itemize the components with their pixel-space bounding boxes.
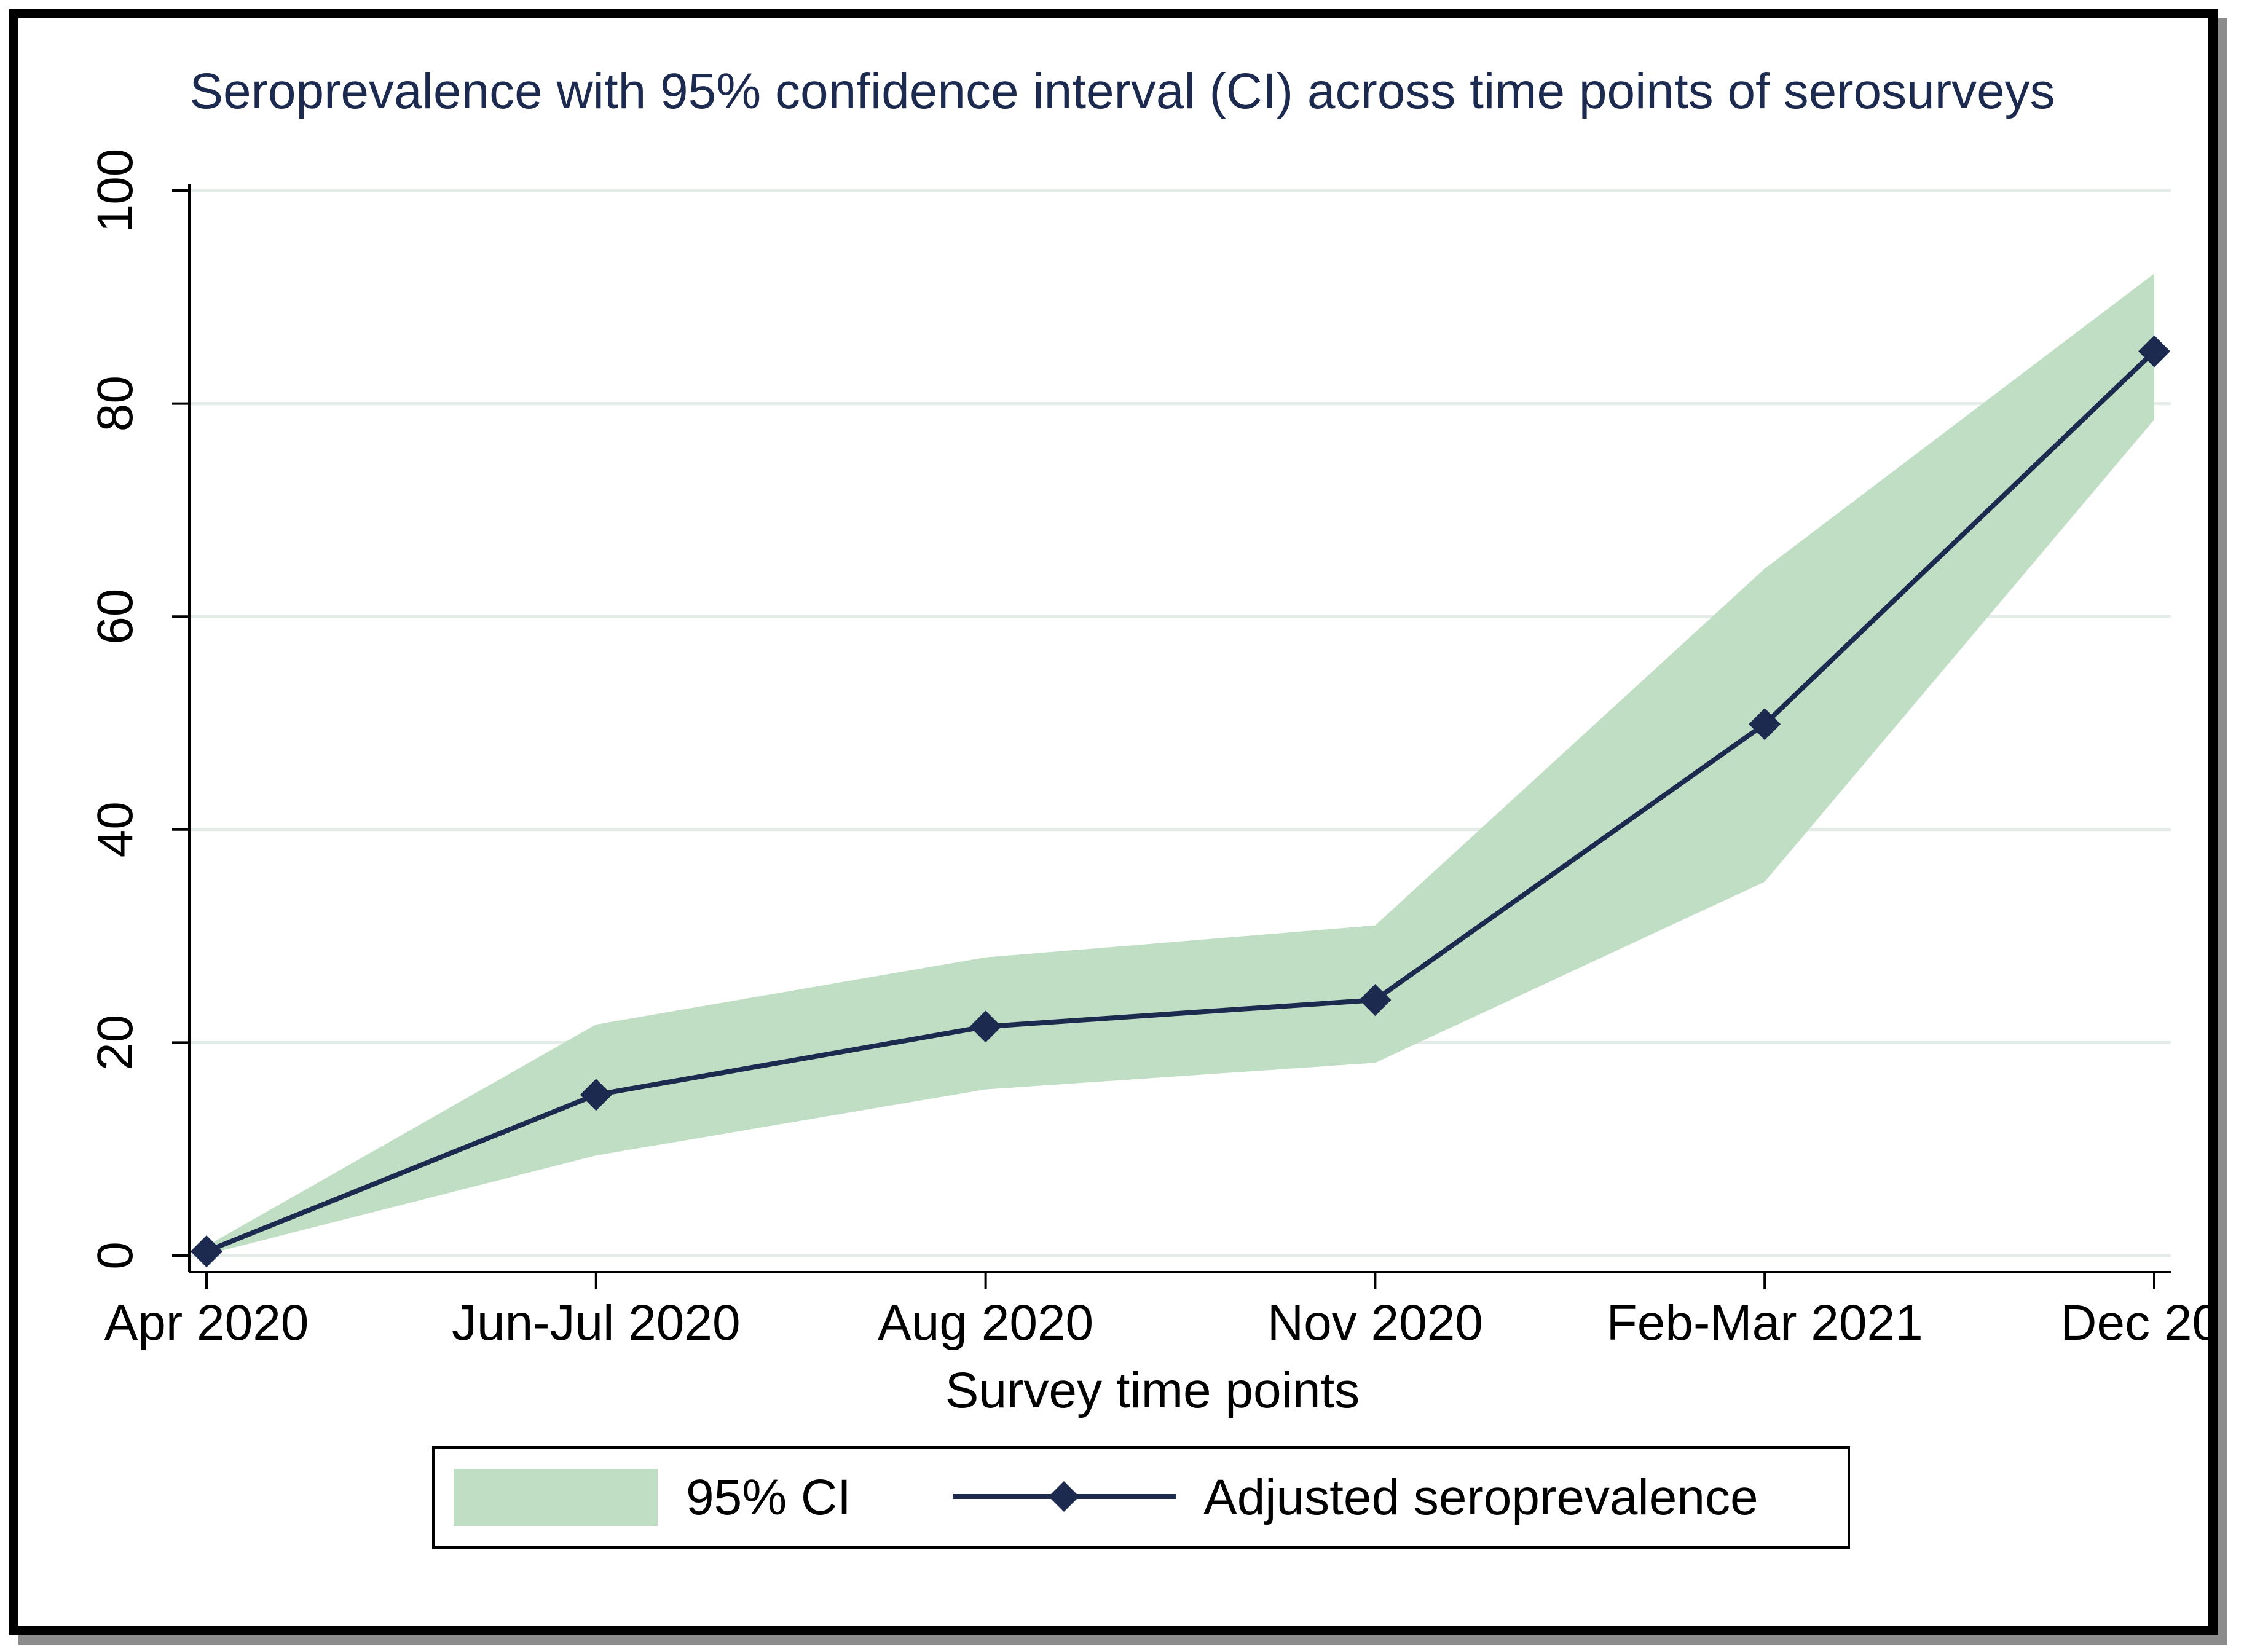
x-tick-label: Dec 202 bbox=[2060, 1295, 2208, 1351]
x-axis-label: Survey time points bbox=[945, 1363, 1360, 1418]
gridlines bbox=[189, 189, 2171, 1257]
data-point-marker bbox=[580, 1079, 612, 1111]
ci-band bbox=[207, 273, 2154, 1255]
x-tick-label: Apr 2020 bbox=[104, 1295, 309, 1351]
x-tick-label: Nov 2020 bbox=[1267, 1295, 1483, 1351]
legend: 95% CI Adjusted seroprevalence bbox=[432, 1446, 1850, 1549]
chart-frame: Seroprevalence with 95% confidence inter… bbox=[9, 9, 2218, 1635]
data-point-marker bbox=[2138, 335, 2170, 368]
x-tick-label: Jun-Jul 2020 bbox=[452, 1295, 741, 1351]
legend-swatch-marker bbox=[1049, 1481, 1079, 1512]
y-tick-label: 0 bbox=[87, 1241, 143, 1270]
series-line-adjusted-seroprevalence bbox=[205, 349, 2156, 1254]
y-tick-label: 60 bbox=[87, 589, 143, 645]
y-tick-label: 100 bbox=[87, 149, 143, 233]
y-tick-label: 20 bbox=[87, 1015, 143, 1071]
chart: Seroprevalence with 95% confidence inter… bbox=[87, 63, 2208, 1549]
legend-label-ci: 95% CI bbox=[686, 1469, 851, 1525]
x-tick-label: Aug 2020 bbox=[878, 1295, 1093, 1351]
chart-title: Seroprevalence with 95% confidence inter… bbox=[189, 63, 2055, 119]
series-markers bbox=[191, 335, 2170, 1268]
data-point-marker bbox=[1749, 708, 1781, 741]
data-point-marker bbox=[969, 1010, 1002, 1043]
x-tick-label: Feb-Mar 2021 bbox=[1607, 1295, 1923, 1351]
legend-label-adjusted-seroprevalence: Adjusted seroprevalence bbox=[1203, 1469, 1758, 1525]
y-tick-label: 80 bbox=[87, 376, 143, 431]
x-ticks: Apr 2020 Jun-Jul 2020 Aug 2020 Nov 2020 Feb-… bbox=[104, 1272, 2208, 1351]
legend-swatch-ci bbox=[454, 1469, 658, 1526]
y-ticks: 0 20 40 60 80 100 bbox=[87, 149, 189, 1270]
data-point-marker bbox=[191, 1235, 222, 1268]
y-tick-label: 40 bbox=[87, 801, 143, 857]
data-point-marker bbox=[1359, 984, 1392, 1017]
